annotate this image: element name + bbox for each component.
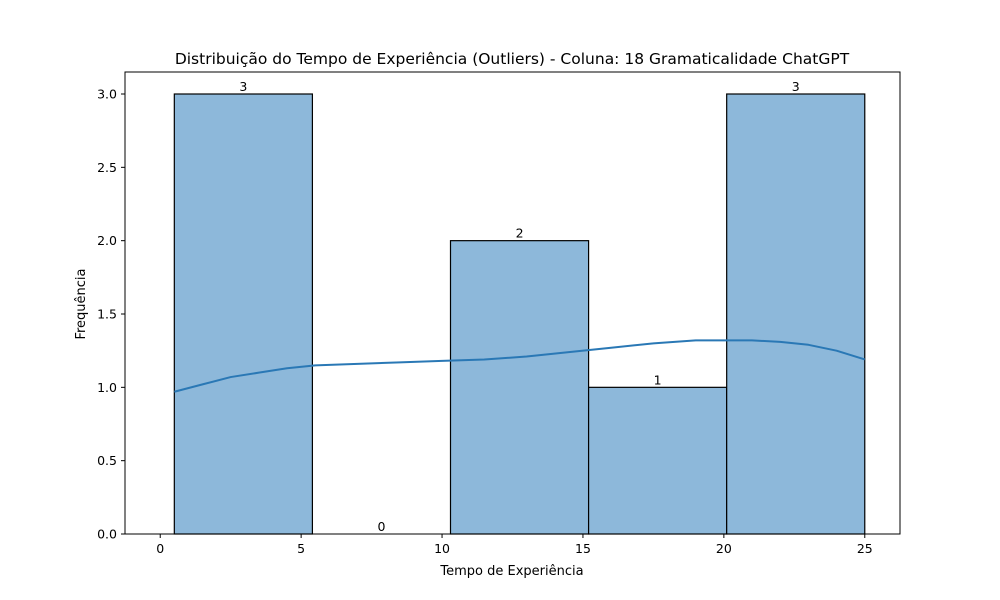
- chart-title: Distribuição do Tempo de Experiência (Ou…: [175, 50, 850, 68]
- histogram-bar-4: [587, 386, 728, 535]
- histogram-bar-5: [726, 93, 866, 535]
- y-tick-label: 0.0: [97, 527, 117, 542]
- y-axis-ticks: 0.0 0.5 1.0 1.5 2.0 2.5 3.0: [97, 87, 125, 542]
- bar-count-label-3: 2: [516, 226, 524, 241]
- x-tick-label: 10: [434, 541, 450, 556]
- bar-count-label-2: 0: [377, 519, 385, 534]
- x-tick-label: 15: [575, 541, 591, 556]
- x-tick-label: 5: [297, 541, 305, 556]
- bar-count-label-4: 1: [654, 372, 662, 387]
- histogram-bar-1: [173, 93, 314, 535]
- y-tick-label: 0.5: [97, 453, 117, 468]
- y-tick-label: 1.0: [97, 380, 117, 395]
- bar-count-label-5: 3: [792, 79, 800, 94]
- y-tick-label: 2.5: [97, 160, 117, 175]
- x-axis-ticks: 0 5 10 15 20 25: [156, 534, 873, 556]
- x-tick-label: 25: [857, 541, 873, 556]
- bar-count-label-1: 3: [239, 79, 247, 94]
- y-tick-label: 3.0: [97, 87, 117, 102]
- y-tick-label: 2.0: [97, 233, 117, 248]
- x-tick-label: 20: [716, 541, 732, 556]
- plot-frame: [124, 71, 901, 535]
- x-axis-label: Tempo de Experiência: [439, 564, 583, 579]
- plot-area: 3 0 2 1 3: [173, 79, 866, 535]
- histogram-bar-3: [449, 240, 590, 535]
- y-tick-label: 1.5: [97, 307, 117, 322]
- x-tick-label: 0: [156, 541, 164, 556]
- kde-curve: [174, 339, 866, 393]
- y-axis-label: Frequência: [74, 268, 89, 339]
